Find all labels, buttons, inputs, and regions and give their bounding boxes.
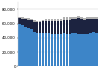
Bar xyxy=(77,16,80,18)
Bar xyxy=(68,34,71,66)
Bar xyxy=(63,20,65,33)
Bar xyxy=(77,34,80,66)
Bar xyxy=(86,17,89,19)
Bar xyxy=(77,18,80,34)
Bar xyxy=(45,19,47,21)
Bar xyxy=(74,17,77,19)
Bar xyxy=(60,19,62,21)
Bar xyxy=(24,19,27,27)
Bar xyxy=(83,18,86,20)
Bar xyxy=(21,25,24,66)
Bar xyxy=(36,22,38,33)
Bar xyxy=(72,17,74,19)
Bar xyxy=(24,18,27,19)
Bar xyxy=(18,24,21,66)
Bar xyxy=(33,22,36,32)
Bar xyxy=(48,33,50,66)
Bar xyxy=(45,21,47,33)
Bar xyxy=(33,20,36,22)
Bar xyxy=(68,17,71,20)
Bar xyxy=(74,19,77,33)
Bar xyxy=(86,34,89,66)
Bar xyxy=(27,18,30,20)
Bar xyxy=(80,19,83,34)
Bar xyxy=(83,20,86,34)
Bar xyxy=(92,17,95,19)
Bar xyxy=(30,19,33,20)
Bar xyxy=(80,34,83,66)
Bar xyxy=(89,33,92,66)
Bar xyxy=(51,34,53,66)
Bar xyxy=(66,34,68,66)
Bar xyxy=(48,21,50,33)
Bar xyxy=(57,21,59,34)
Bar xyxy=(27,28,30,66)
Bar xyxy=(72,33,74,66)
Bar xyxy=(57,19,59,21)
Bar xyxy=(54,19,56,21)
Bar xyxy=(63,33,65,66)
Bar xyxy=(86,19,89,34)
Bar xyxy=(83,34,86,66)
Bar xyxy=(45,33,47,66)
Bar xyxy=(95,19,98,33)
Bar xyxy=(27,20,30,28)
Bar xyxy=(92,32,95,66)
Bar xyxy=(89,17,92,19)
Bar xyxy=(42,33,44,66)
Bar xyxy=(39,22,41,33)
Bar xyxy=(39,33,41,66)
Bar xyxy=(54,21,56,34)
Bar xyxy=(21,19,24,25)
Bar xyxy=(36,33,38,66)
Bar xyxy=(51,19,53,21)
Bar xyxy=(21,17,24,19)
Bar xyxy=(51,21,53,34)
Bar xyxy=(80,17,83,19)
Bar xyxy=(42,20,44,21)
Bar xyxy=(54,34,56,66)
Bar xyxy=(39,21,41,22)
Bar xyxy=(66,20,68,34)
Bar xyxy=(48,19,50,21)
Bar xyxy=(57,34,59,66)
Bar xyxy=(18,18,21,24)
Bar xyxy=(63,17,65,20)
Bar xyxy=(36,21,38,22)
Bar xyxy=(95,17,98,19)
Bar xyxy=(92,19,95,32)
Bar xyxy=(60,21,62,34)
Bar xyxy=(42,21,44,33)
Bar xyxy=(74,33,77,66)
Bar xyxy=(33,32,36,66)
Bar xyxy=(66,17,68,20)
Bar xyxy=(30,29,33,66)
Bar xyxy=(89,19,92,33)
Bar xyxy=(95,33,98,66)
Bar xyxy=(30,20,33,29)
Bar xyxy=(24,27,27,66)
Bar xyxy=(72,19,74,33)
Bar xyxy=(18,17,21,18)
Bar xyxy=(60,34,62,66)
Bar xyxy=(68,20,71,34)
